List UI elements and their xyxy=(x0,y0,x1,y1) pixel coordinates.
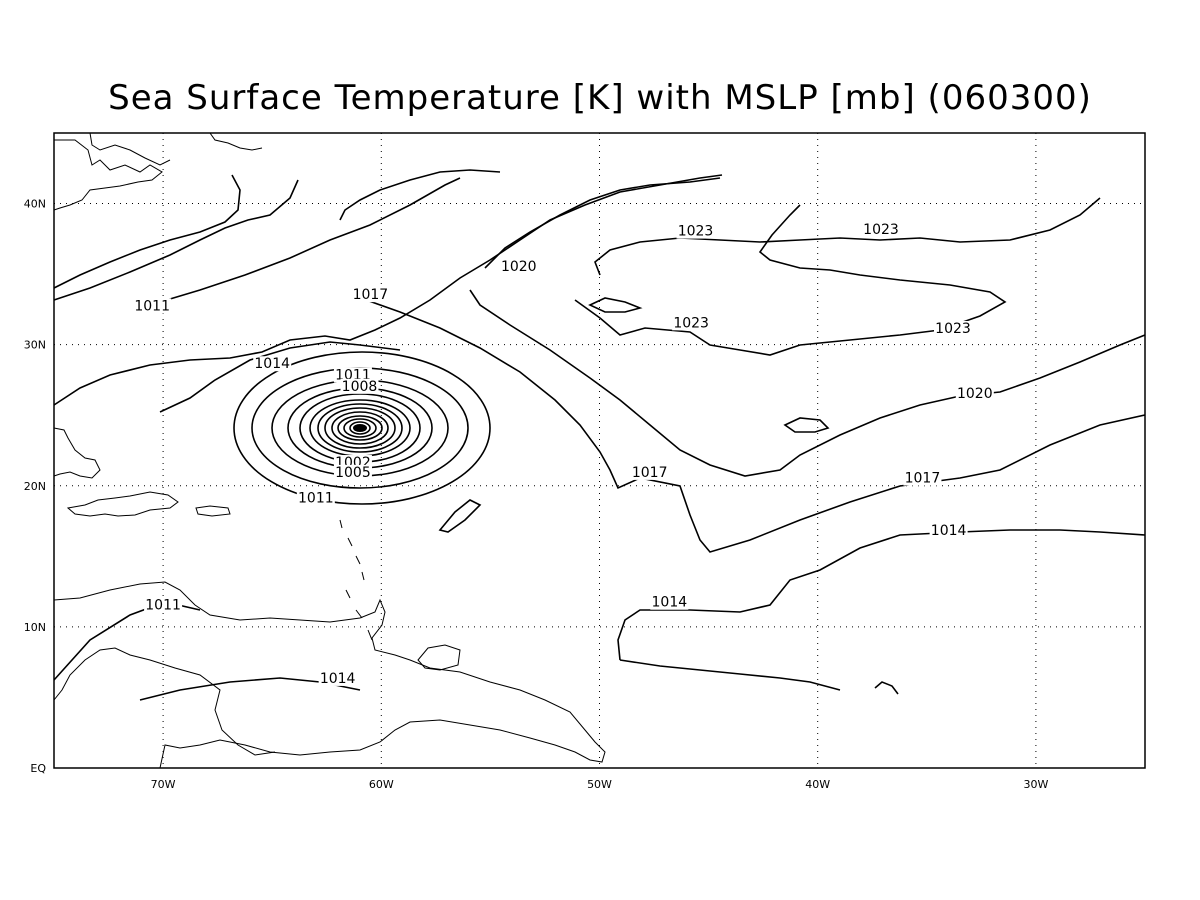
isobar-label: 1014 xyxy=(652,595,688,611)
trinidad-coast xyxy=(417,644,461,671)
isobar-label-background xyxy=(333,464,372,480)
isobar-label: 1011 xyxy=(145,598,181,614)
longitude-tick-label: 60W xyxy=(369,778,394,791)
isobar-1011-storm xyxy=(233,351,491,505)
isobar-label: 1014 xyxy=(254,356,290,372)
hispaniola-coast xyxy=(66,491,179,517)
isobar-1017-main xyxy=(354,295,1146,553)
isobar-label-background xyxy=(672,315,711,331)
isobar-label: 1023 xyxy=(673,315,709,331)
isobar-981-storm xyxy=(343,418,377,438)
isobar-label: 1023 xyxy=(678,224,714,240)
isobar-1014-main xyxy=(53,174,723,406)
longitude-tick-label: 70W xyxy=(151,778,176,791)
latitude-tick-label: 10N xyxy=(24,621,46,634)
puerto-rico-coast xyxy=(195,505,231,517)
isobar-label: 1023 xyxy=(863,222,899,238)
isobar-label: 1011 xyxy=(298,490,334,506)
isobar-label: 1020 xyxy=(957,386,993,402)
longitude-tick-labels: 70W 60W 50W 40W 30W xyxy=(151,778,1049,791)
isobar-1020-main xyxy=(469,289,1146,477)
map-title: Sea Surface Temperature [K] with MSLP [m… xyxy=(108,78,1092,118)
isobar-987-storm xyxy=(331,411,389,445)
isobar-990-storm xyxy=(324,407,396,449)
lesser-antilles-coast xyxy=(339,519,373,641)
isobar-label-background xyxy=(903,470,942,486)
longitude-tick-label: 40W xyxy=(805,778,830,791)
isobar-1023-south xyxy=(574,204,1007,356)
latitude-tick-label: 40N xyxy=(24,198,46,211)
isobar-label-background xyxy=(933,320,972,336)
isobar-label: 1011 xyxy=(134,298,170,314)
isobar-label-background xyxy=(318,670,357,686)
isobar-label: 1023 xyxy=(935,321,971,337)
isobar-label: 1008 xyxy=(342,379,378,395)
isobar-label-background xyxy=(144,597,183,613)
nova-scotia-coast xyxy=(209,132,263,151)
isobar-label-background xyxy=(861,222,900,238)
isobar-1023-north xyxy=(594,197,1101,276)
isobar-label-background xyxy=(296,490,335,506)
isobar-label-background xyxy=(499,258,538,274)
isobar-closed-small-2 xyxy=(783,417,830,433)
isobar-1020-north xyxy=(484,177,721,269)
isobar-1014-south-low xyxy=(619,659,841,691)
isobar-1011-mid xyxy=(159,177,461,303)
isobar-label-background xyxy=(955,385,994,401)
longitude-tick-label: 50W xyxy=(587,778,612,791)
isobar-993-storm xyxy=(317,403,403,453)
isobars xyxy=(53,169,1146,701)
isobar-1014-east-arc xyxy=(874,681,899,695)
isobar-labels: 1011101410111008100210051011101710201023… xyxy=(133,222,994,687)
longitude-tick-label: 30W xyxy=(1023,778,1048,791)
isobar-984-storm xyxy=(337,415,383,441)
isobar-label: 1017 xyxy=(905,471,941,487)
isobar-label-background xyxy=(630,464,669,480)
isobar-label: 1014 xyxy=(931,523,967,539)
bahamas-florida-coast xyxy=(53,427,101,479)
isobar-label-background xyxy=(676,223,715,239)
isobar-1014-south-mid xyxy=(617,529,1146,661)
new-england-coast xyxy=(89,132,171,166)
isobar-label: 1014 xyxy=(320,671,356,687)
isobar-closed-small-3 xyxy=(438,499,482,533)
isobar-label-background xyxy=(929,522,968,538)
isobar-label: 1017 xyxy=(632,465,668,481)
isobar-label-background xyxy=(253,356,292,372)
south-america-coast xyxy=(53,581,606,769)
isobar-label-background xyxy=(333,367,372,383)
latitude-tick-label: EQ xyxy=(30,762,46,775)
isobar-label: 1017 xyxy=(353,287,389,303)
isobar-1011-north xyxy=(53,179,299,301)
isobar-1011-caribbean xyxy=(53,601,201,681)
isobar-label-background xyxy=(351,287,390,303)
storm-center xyxy=(353,424,367,432)
latitude-tick-label: 20N xyxy=(24,480,46,493)
isobar-closed-small-1 xyxy=(588,297,643,313)
isobar-label: 1020 xyxy=(501,259,537,275)
isobar-1017-west xyxy=(339,169,501,221)
isobar-1014-south xyxy=(159,341,401,413)
latitude-tick-label: 30N xyxy=(24,339,46,352)
latitude-tick-labels: EQ 10N 20N 30N 40N xyxy=(24,198,47,775)
isobar-label-background xyxy=(133,298,172,314)
isobar-label-background xyxy=(650,594,689,610)
caribbean-coast xyxy=(53,647,276,756)
isobar-label-background xyxy=(340,378,379,394)
north-america-coast xyxy=(53,139,163,211)
isobar-label: 1005 xyxy=(335,465,371,481)
coastlines xyxy=(53,132,606,769)
isobar-978-storm xyxy=(349,421,371,435)
isobar-1011-northwest xyxy=(53,174,241,289)
